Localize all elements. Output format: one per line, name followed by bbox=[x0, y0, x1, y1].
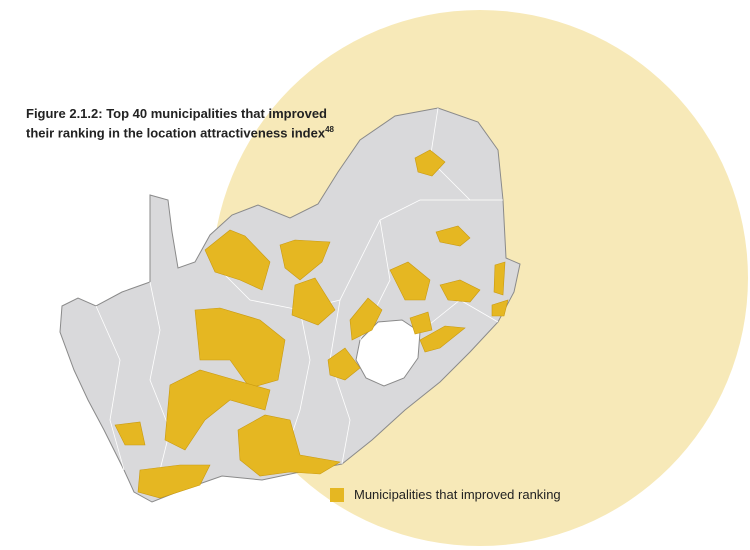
legend-label: Municipalities that improved ranking bbox=[354, 487, 561, 502]
title-line: Figure 2.1.2: Top 40 municipalities that… bbox=[26, 106, 327, 121]
title-line: their ranking in the location attractive… bbox=[26, 122, 334, 141]
footnote-ref: 48 bbox=[325, 125, 334, 134]
lesotho bbox=[355, 319, 421, 387]
legend-swatch bbox=[330, 487, 344, 502]
improved-municipalities bbox=[114, 149, 509, 499]
title-text: their ranking in the location attractive… bbox=[26, 125, 326, 141]
legend: Municipalities that improved ranking bbox=[330, 487, 561, 502]
figure-title: Figure 2.1.2: Top 40 municipalities that… bbox=[26, 106, 334, 141]
